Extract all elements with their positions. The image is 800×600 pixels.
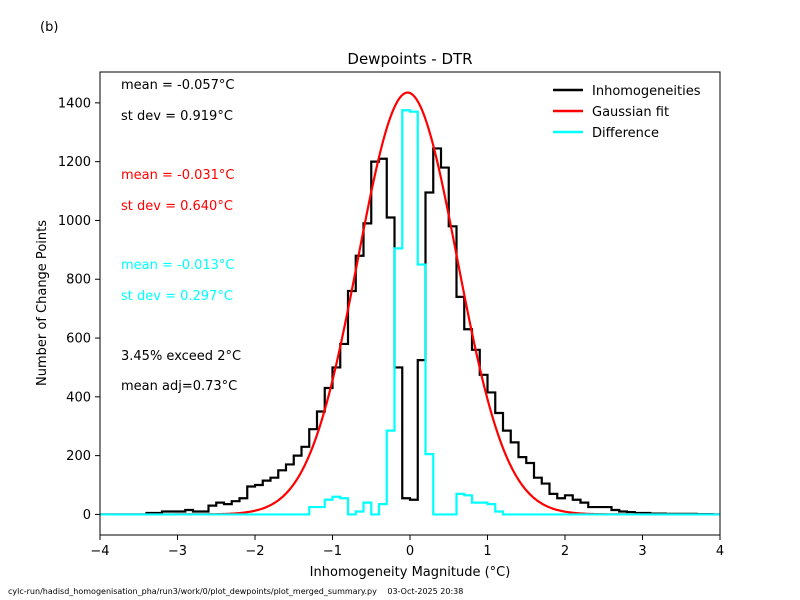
legend-label-gaussian-fit: Gaussian fit bbox=[592, 105, 669, 120]
y-tick-label: 1200 bbox=[58, 155, 91, 170]
x-tick-label: −2 bbox=[245, 544, 264, 559]
x-tick-label: −3 bbox=[168, 544, 187, 559]
y-tick-label: 400 bbox=[66, 390, 91, 405]
stat-annotation: 3.45% exceed 2°C bbox=[121, 349, 241, 364]
footer-timestamp: 03-Oct-2025 20:38 bbox=[387, 587, 463, 596]
x-tick-label: 0 bbox=[406, 544, 414, 559]
chart-title: Dewpoints - DTR bbox=[347, 50, 472, 68]
stat-annotation: mean = -0.057°C bbox=[121, 78, 235, 93]
x-tick-label: −4 bbox=[90, 544, 109, 559]
y-tick-label: 1400 bbox=[58, 96, 91, 111]
x-tick-label: 2 bbox=[561, 544, 569, 559]
plot-area: mean = -0.057°C st dev = 0.919°C mean = -0… bbox=[99, 71, 721, 536]
x-tick-label: 4 bbox=[716, 544, 724, 559]
y-axis-label: Number of Change Points bbox=[35, 220, 50, 386]
stats-annotations: mean = -0.057°C st dev = 0.919°C mean = -0… bbox=[121, 78, 241, 394]
y-tick-label: 0 bbox=[83, 508, 91, 523]
legend: Inhomogeneities Gaussian fit Difference bbox=[553, 84, 701, 141]
y-tick-label: 800 bbox=[66, 273, 91, 288]
panel-label: (b) bbox=[40, 20, 58, 35]
series-layer bbox=[100, 91, 720, 516]
stat-annotation: mean = -0.031°C bbox=[121, 168, 235, 183]
x-axis-label: Inhomogeneity Magnitude (°C) bbox=[310, 565, 511, 580]
footer-path: cylc-run/hadisd_homogenisation_pha/run3/… bbox=[8, 587, 377, 596]
stat-annotation: st dev = 0.640°C bbox=[121, 199, 233, 214]
footer-note: cylc-run/hadisd_homogenisation_pha/run3/… bbox=[8, 587, 463, 596]
y-tick-label: 600 bbox=[66, 332, 91, 347]
x-tick-label: 1 bbox=[483, 544, 491, 559]
x-tick-label: 3 bbox=[638, 544, 646, 559]
stat-annotation: mean adj=0.73°C bbox=[121, 379, 237, 394]
legend-label-difference: Difference bbox=[592, 126, 659, 141]
stat-annotation: mean = -0.013°C bbox=[121, 258, 235, 273]
x-axis: −4 −3 −2 −1 0 1 2 3 4 bbox=[90, 535, 724, 559]
series-line-difference bbox=[100, 109, 720, 516]
x-tick-label: −1 bbox=[323, 544, 342, 559]
series-line-inhomogeneities bbox=[100, 147, 720, 516]
y-tick-label: 200 bbox=[66, 449, 91, 464]
stat-annotation: st dev = 0.919°C bbox=[121, 109, 233, 124]
y-tick-label: 1000 bbox=[58, 214, 91, 229]
legend-label-inhomogeneities: Inhomogeneities bbox=[592, 84, 701, 99]
stat-annotation: st dev = 0.297°C bbox=[121, 289, 233, 304]
y-axis: 0 200 400 600 800 1000 1200 1400 bbox=[58, 96, 100, 523]
